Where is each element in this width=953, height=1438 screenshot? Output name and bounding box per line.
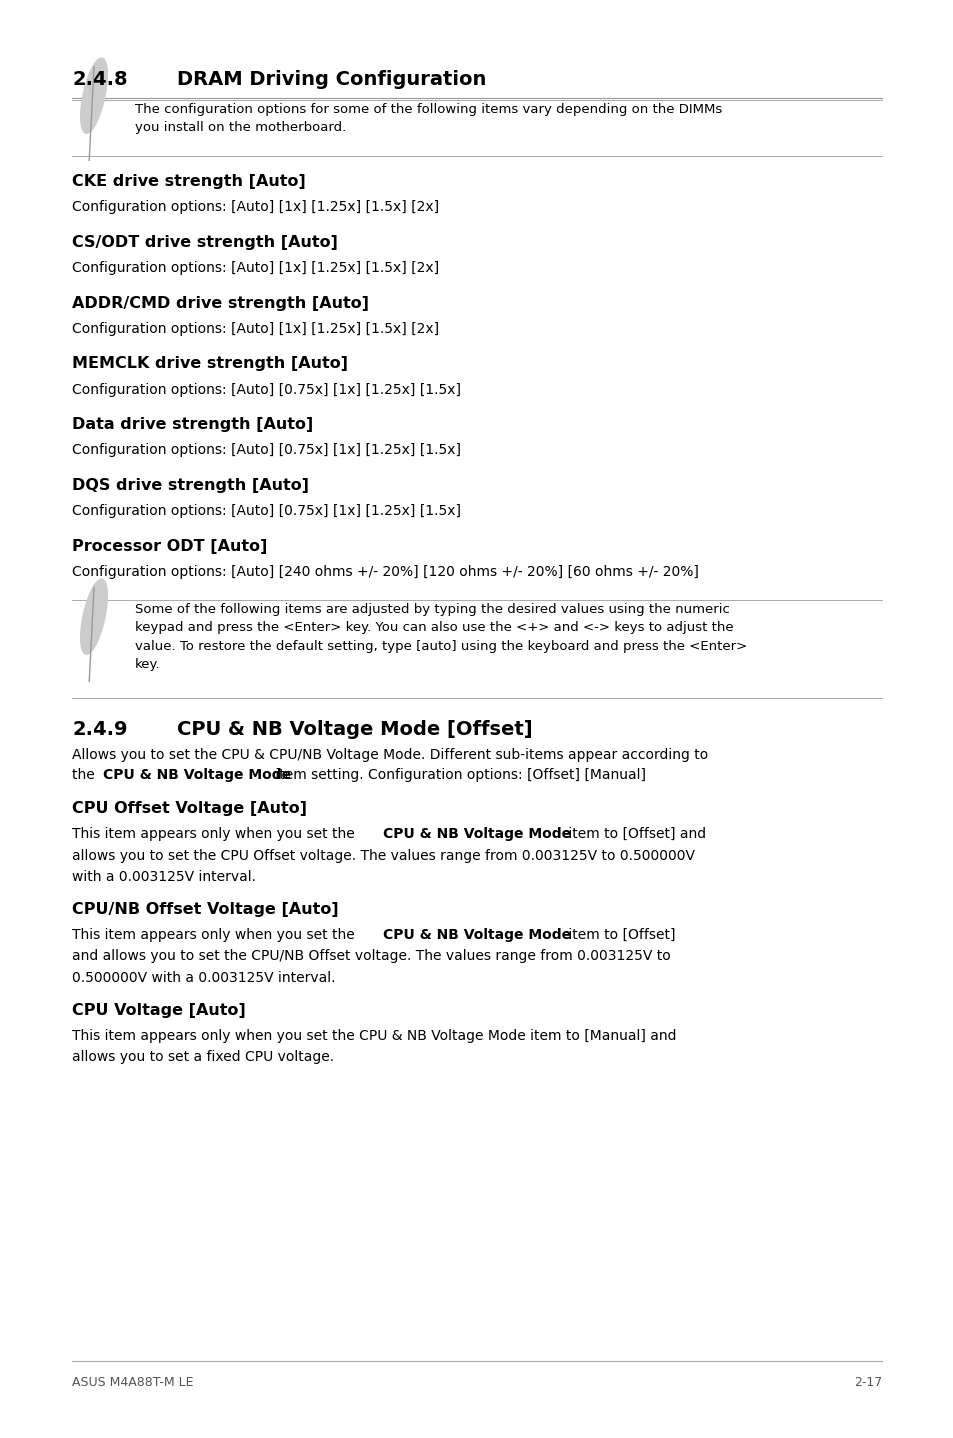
- Text: The configuration options for some of the following items vary depending on the : The configuration options for some of th…: [135, 104, 721, 135]
- Text: Configuration options: [Auto] [1x] [1.25x] [1.5x] [2x]: Configuration options: [Auto] [1x] [1.25…: [71, 200, 438, 214]
- Text: 2.4.9: 2.4.9: [71, 720, 128, 739]
- Text: MEMCLK drive strength [Auto]: MEMCLK drive strength [Auto]: [71, 357, 348, 371]
- Text: DQS drive strength [Auto]: DQS drive strength [Auto]: [71, 477, 309, 493]
- Text: Allows you to set the CPU & CPU/NB Voltage Mode. Different sub-items appear acco: Allows you to set the CPU & CPU/NB Volta…: [71, 748, 707, 762]
- Text: the: the: [71, 768, 99, 782]
- Text: item setting. Configuration options: [Offset] [Manual]: item setting. Configuration options: [Of…: [271, 768, 645, 782]
- Text: with a 0.003125V interval.: with a 0.003125V interval.: [71, 870, 255, 884]
- Text: item to [Offset]: item to [Offset]: [563, 928, 675, 942]
- Text: 2.4.8: 2.4.8: [71, 70, 128, 89]
- Text: Data drive strength [Auto]: Data drive strength [Auto]: [71, 417, 313, 433]
- Text: CPU & NB Voltage Mode: CPU & NB Voltage Mode: [383, 928, 571, 942]
- Ellipse shape: [81, 58, 108, 134]
- Text: DRAM Driving Configuration: DRAM Driving Configuration: [177, 70, 486, 89]
- Text: item to [Offset] and: item to [Offset] and: [563, 827, 705, 841]
- Text: This item appears only when you set the: This item appears only when you set the: [71, 827, 358, 841]
- Text: CPU Voltage [Auto]: CPU Voltage [Auto]: [71, 1002, 246, 1018]
- Text: allows you to set a fixed CPU voltage.: allows you to set a fixed CPU voltage.: [71, 1050, 334, 1064]
- Text: Configuration options: [Auto] [240 ohms +/- 20%] [120 ohms +/- 20%] [60 ohms +/-: Configuration options: [Auto] [240 ohms …: [71, 565, 699, 580]
- Text: Some of the following items are adjusted by typing the desired values using the : Some of the following items are adjusted…: [135, 603, 746, 672]
- Text: Configuration options: [Auto] [0.75x] [1x] [1.25x] [1.5x]: Configuration options: [Auto] [0.75x] [1…: [71, 383, 460, 397]
- Text: Configuration options: [Auto] [1x] [1.25x] [1.5x] [2x]: Configuration options: [Auto] [1x] [1.25…: [71, 322, 438, 336]
- Text: This item appears only when you set the: This item appears only when you set the: [71, 928, 358, 942]
- Text: CPU & NB Voltage Mode [Offset]: CPU & NB Voltage Mode [Offset]: [177, 720, 532, 739]
- Text: ASUS M4A88T-M LE: ASUS M4A88T-M LE: [71, 1376, 193, 1389]
- Text: CPU & NB Voltage Mode: CPU & NB Voltage Mode: [103, 768, 291, 782]
- Text: and allows you to set the CPU/NB Offset voltage. The values range from 0.003125V: and allows you to set the CPU/NB Offset …: [71, 949, 670, 963]
- Ellipse shape: [81, 580, 108, 654]
- Text: This item appears only when you set the CPU & NB Voltage Mode item to [Manual] a: This item appears only when you set the …: [71, 1028, 676, 1043]
- Text: allows you to set the CPU Offset voltage. The values range from 0.003125V to 0.5: allows you to set the CPU Offset voltage…: [71, 848, 695, 863]
- Text: Configuration options: [Auto] [0.75x] [1x] [1.25x] [1.5x]: Configuration options: [Auto] [0.75x] [1…: [71, 443, 460, 457]
- Text: CPU/NB Offset Voltage [Auto]: CPU/NB Offset Voltage [Auto]: [71, 902, 338, 916]
- Text: Configuration options: [Auto] [1x] [1.25x] [1.5x] [2x]: Configuration options: [Auto] [1x] [1.25…: [71, 262, 438, 275]
- Text: CKE drive strength [Auto]: CKE drive strength [Auto]: [71, 174, 305, 188]
- Text: Processor ODT [Auto]: Processor ODT [Auto]: [71, 539, 267, 554]
- Text: CS/ODT drive strength [Auto]: CS/ODT drive strength [Auto]: [71, 234, 337, 250]
- Text: ADDR/CMD drive strength [Auto]: ADDR/CMD drive strength [Auto]: [71, 296, 369, 311]
- Text: CPU Offset Voltage [Auto]: CPU Offset Voltage [Auto]: [71, 801, 307, 815]
- Text: Configuration options: [Auto] [0.75x] [1x] [1.25x] [1.5x]: Configuration options: [Auto] [0.75x] [1…: [71, 505, 460, 518]
- Text: CPU & NB Voltage Mode: CPU & NB Voltage Mode: [383, 827, 571, 841]
- Text: 2-17: 2-17: [853, 1376, 882, 1389]
- Text: 0.500000V with a 0.003125V interval.: 0.500000V with a 0.003125V interval.: [71, 971, 335, 985]
